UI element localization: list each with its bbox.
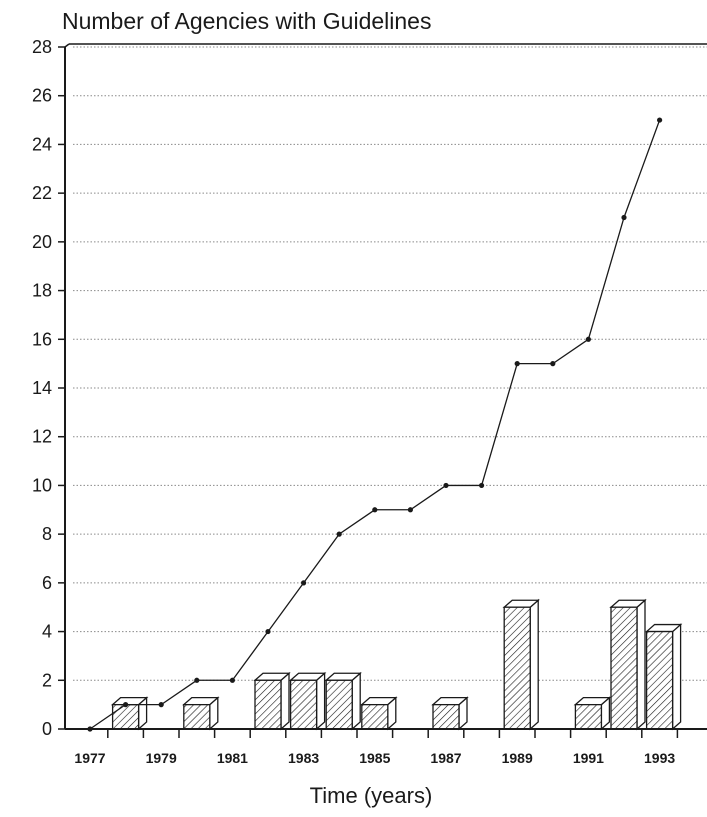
line-point — [265, 628, 271, 635]
x-tick-label: 1977 — [74, 750, 105, 766]
line-point — [585, 336, 592, 342]
bar-front — [289, 679, 318, 730]
line-point — [372, 507, 378, 513]
x-tick-label: 1981 — [217, 750, 248, 766]
line-point — [550, 361, 556, 367]
y-tick-label: 6 — [42, 573, 52, 593]
bar — [502, 598, 540, 731]
bar — [431, 696, 469, 731]
x-tick-label: 1991 — [573, 750, 604, 766]
bar-side — [351, 671, 361, 731]
bar-front — [361, 703, 389, 730]
y-tick-label: 14 — [32, 378, 52, 398]
series-line — [89, 119, 661, 730]
bar — [644, 623, 683, 731]
y-tick-label: 28 — [32, 37, 52, 57]
y-tick-label: 16 — [32, 329, 52, 349]
gridlines — [73, 46, 707, 681]
bar — [253, 671, 291, 731]
line-point — [407, 507, 413, 513]
x-tick-label: 1983 — [288, 750, 319, 766]
bar — [609, 598, 647, 731]
bar-side — [636, 598, 646, 731]
y-tick-label: 2 — [42, 670, 52, 690]
bar — [360, 696, 398, 731]
bar — [324, 671, 362, 731]
line-point — [194, 677, 200, 683]
y-tick-label: 8 — [42, 524, 52, 544]
bar-side — [280, 671, 290, 731]
bar-front — [325, 679, 353, 730]
x-tick-label: 1987 — [430, 750, 461, 766]
line-point — [336, 531, 342, 537]
x-axis-ticks: 1977 1979 1981 1983 1985 1987 1989 1991 1993 — [74, 729, 679, 766]
y-tick-label: 10 — [32, 475, 52, 495]
bar — [288, 671, 327, 731]
bar-front — [503, 606, 531, 730]
bar-front — [645, 630, 674, 730]
bar-side — [315, 671, 326, 731]
y-tick-label: 26 — [32, 86, 52, 106]
line-point — [87, 726, 93, 732]
chart-title: Number of Agencies with Guidelines — [62, 8, 431, 34]
line-point — [621, 214, 627, 221]
bar — [573, 696, 612, 731]
line-point — [123, 702, 129, 708]
x-tick-label: 1989 — [502, 750, 533, 766]
cumulative-line — [87, 117, 663, 732]
bar-front — [610, 606, 638, 730]
bar — [110, 696, 149, 731]
bar-front — [254, 679, 282, 730]
x-tick-label: 1979 — [146, 750, 177, 766]
y-tick-label: 20 — [32, 232, 52, 252]
bar-front — [183, 703, 211, 730]
bars — [110, 598, 683, 731]
x-tick-label: 1993 — [644, 750, 675, 766]
bar-front — [574, 703, 603, 730]
y-tick-label: 12 — [32, 427, 52, 447]
line-point — [301, 580, 307, 586]
bar-side — [671, 623, 682, 731]
line-point — [514, 361, 520, 367]
y-tick-label: 18 — [32, 281, 52, 301]
bar — [182, 696, 220, 731]
y-tick-label: 24 — [32, 134, 52, 154]
y-tick-label: 0 — [42, 719, 52, 739]
y-tick-label: 4 — [42, 622, 52, 642]
bar-side — [529, 598, 539, 731]
x-tick-label: 1985 — [359, 750, 390, 766]
bar-front — [432, 703, 460, 730]
axes — [64, 43, 707, 730]
bar-front — [111, 703, 140, 730]
x-axis-label: Time (years) — [310, 783, 433, 808]
line-point — [158, 702, 164, 708]
line-point — [443, 482, 449, 489]
line-point — [479, 482, 485, 489]
y-tick-label: 22 — [32, 183, 52, 203]
back-wall-corner — [64, 43, 70, 48]
line-point — [229, 677, 235, 683]
line-point — [657, 117, 663, 123]
